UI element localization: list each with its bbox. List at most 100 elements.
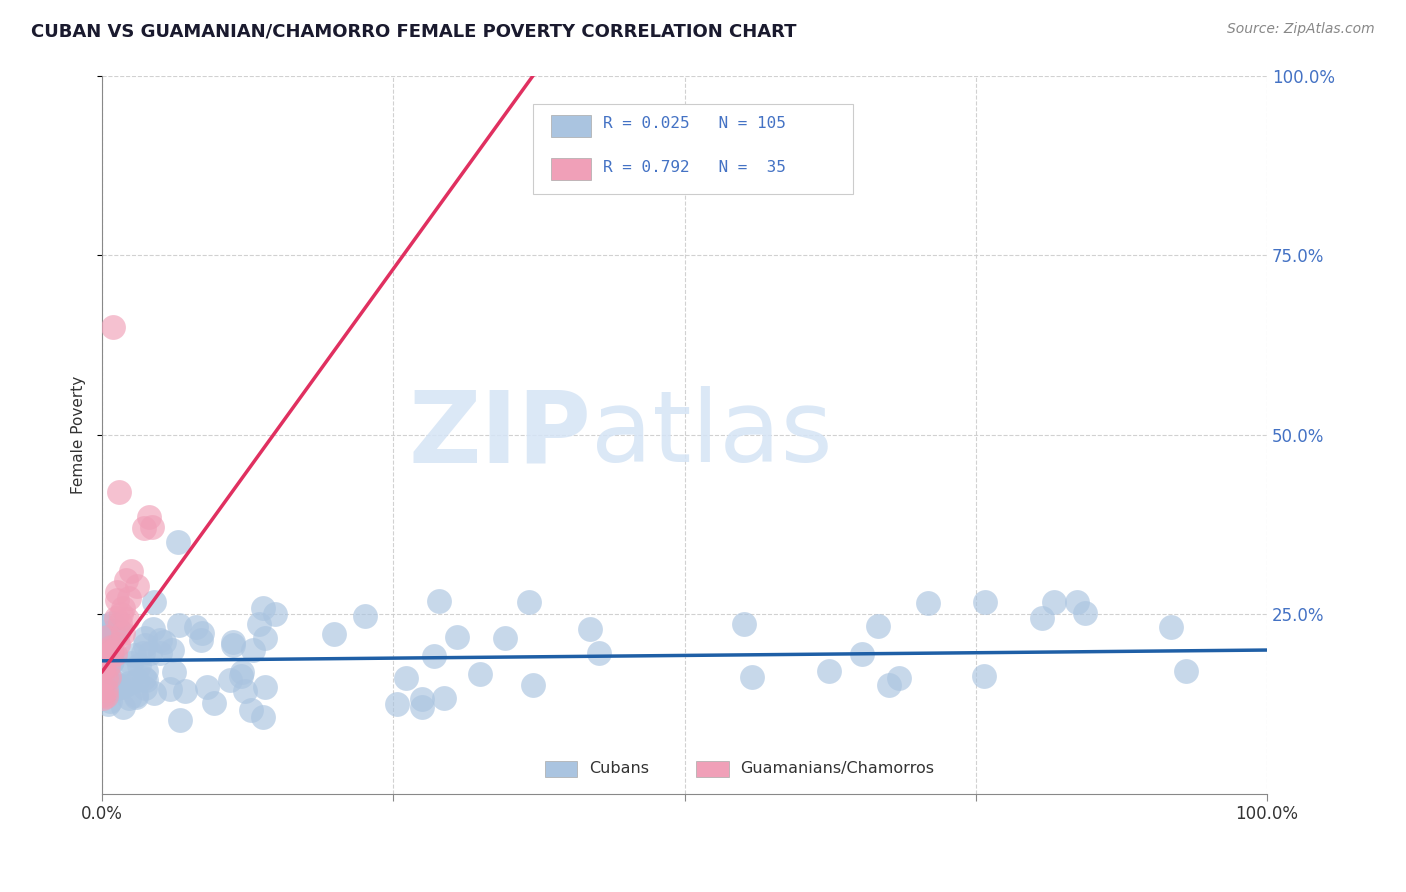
Point — [118, 676, 141, 690]
FancyBboxPatch shape — [551, 158, 592, 179]
Point — [142, 622, 165, 636]
Point — [105, 593, 128, 607]
Point — [94, 671, 117, 685]
Text: ZIP: ZIP — [409, 386, 592, 483]
Point — [104, 647, 127, 661]
Point — [973, 669, 995, 683]
Point — [354, 609, 377, 624]
Point — [1042, 595, 1064, 609]
Point — [877, 678, 900, 692]
FancyBboxPatch shape — [544, 762, 578, 777]
Point — [98, 694, 121, 708]
Point — [163, 665, 186, 679]
Text: Source: ZipAtlas.com: Source: ZipAtlas.com — [1227, 22, 1375, 37]
Point — [108, 616, 131, 631]
Point — [97, 644, 120, 658]
Point — [101, 645, 124, 659]
Point — [395, 671, 418, 685]
Point — [100, 645, 122, 659]
Point — [974, 595, 997, 609]
Point — [252, 601, 274, 615]
Point — [110, 607, 132, 622]
Point — [97, 698, 120, 712]
Point — [93, 657, 115, 672]
Point — [93, 625, 115, 640]
Point — [101, 681, 124, 696]
Point — [108, 679, 131, 693]
Point — [174, 684, 197, 698]
Point — [98, 630, 121, 644]
Point — [97, 648, 120, 662]
Point — [741, 670, 763, 684]
Point — [517, 595, 540, 609]
Point — [94, 687, 117, 701]
Point — [160, 642, 183, 657]
Point — [323, 627, 346, 641]
Point — [143, 685, 166, 699]
Point — [222, 635, 245, 649]
Text: Guamanians/Chamorros: Guamanians/Chamorros — [741, 761, 935, 776]
Point — [94, 689, 117, 703]
Point — [427, 594, 450, 608]
Point — [733, 617, 755, 632]
Point — [134, 681, 156, 695]
Point — [117, 665, 139, 679]
Point — [433, 690, 456, 705]
Point — [411, 692, 433, 706]
Point — [98, 675, 121, 690]
Point — [254, 632, 277, 646]
Point — [93, 619, 115, 633]
Point — [588, 646, 610, 660]
Point — [218, 673, 240, 688]
Point — [231, 665, 253, 680]
Point — [139, 647, 162, 661]
Point — [134, 638, 156, 652]
Point — [195, 680, 218, 694]
Point — [167, 535, 190, 549]
Point — [152, 635, 174, 649]
Point — [91, 665, 114, 679]
Point — [468, 667, 491, 681]
Point — [97, 670, 120, 684]
Point — [242, 643, 264, 657]
Point — [100, 640, 122, 655]
Point — [112, 625, 135, 640]
Point — [134, 631, 156, 645]
Point — [100, 631, 122, 645]
Point — [112, 679, 135, 693]
Point — [122, 648, 145, 662]
Point — [118, 591, 141, 605]
FancyBboxPatch shape — [533, 104, 853, 194]
Point — [120, 565, 142, 579]
Point — [107, 637, 129, 651]
Point — [143, 595, 166, 609]
Point — [522, 678, 544, 692]
Point — [132, 521, 155, 535]
Point — [866, 619, 889, 633]
Point — [169, 713, 191, 727]
Text: Cubans: Cubans — [589, 761, 650, 776]
Point — [141, 520, 163, 534]
Point — [125, 688, 148, 702]
Point — [135, 664, 157, 678]
FancyBboxPatch shape — [696, 762, 728, 777]
FancyBboxPatch shape — [551, 115, 592, 136]
Point — [105, 584, 128, 599]
Point — [107, 681, 129, 695]
Point — [1073, 606, 1095, 620]
Point — [100, 656, 122, 670]
Point — [239, 703, 262, 717]
Point — [128, 658, 150, 673]
Point — [253, 680, 276, 694]
Point — [91, 691, 114, 706]
Point — [100, 654, 122, 668]
Point — [96, 657, 118, 672]
Text: R = 0.792   N =  35: R = 0.792 N = 35 — [603, 160, 786, 175]
Point — [107, 626, 129, 640]
Point — [132, 646, 155, 660]
Point — [94, 640, 117, 654]
Point — [159, 681, 181, 696]
Point — [91, 655, 114, 669]
Text: R = 0.025   N = 105: R = 0.025 N = 105 — [603, 117, 786, 131]
Point — [125, 690, 148, 705]
